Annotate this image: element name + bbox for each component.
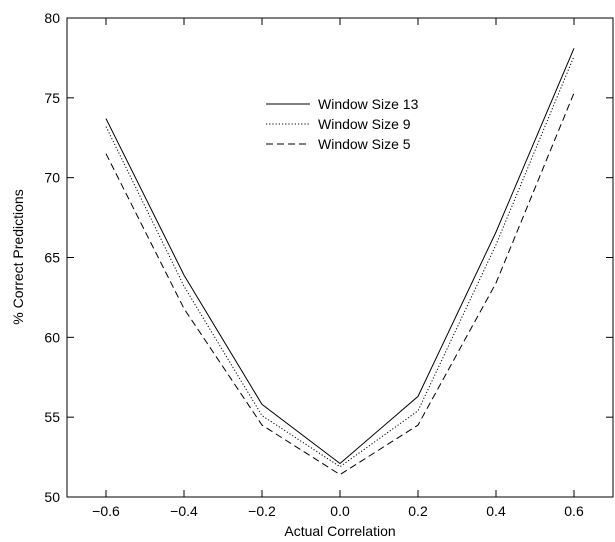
x-tick-label: −0.4: [170, 503, 198, 519]
legend-label: Window Size 13: [318, 96, 419, 112]
tick-labels: −0.6 −0.4 −0.2 0.0 0.2 0.4 0.6 50 55 60 65 70 75 80: [44, 10, 584, 519]
axis-ticks: [67, 17, 613, 498]
legend-label: Window Size 9: [318, 116, 411, 132]
x-tick-label: 0.4: [486, 503, 506, 519]
x-tick-label: −0.2: [248, 503, 276, 519]
x-tick-label: −0.6: [92, 503, 120, 519]
series-line: [105, 92, 575, 476]
series-lines: [105, 48, 575, 476]
y-tick-label: 75: [44, 90, 60, 106]
y-tick-label: 70: [44, 170, 60, 186]
x-tick-label: 0.2: [408, 503, 428, 519]
x-axis-label: Actual Correlation: [284, 523, 395, 539]
plot-frame: [66, 17, 614, 498]
y-tick-label: 60: [44, 329, 60, 345]
legend-label: Window Size 5: [318, 136, 411, 152]
legend: Window Size 13 Window Size 9 Window Size 5: [266, 96, 419, 152]
series-line: [105, 56, 575, 468]
x-tick-label: 0.6: [564, 503, 584, 519]
y-tick-label: 50: [44, 489, 60, 505]
y-tick-label: 80: [44, 10, 60, 26]
series-line: [105, 48, 575, 465]
y-tick-label: 65: [44, 250, 60, 266]
y-axis-label: % Correct Predictions: [10, 189, 26, 324]
y-tick-label: 55: [44, 409, 60, 425]
x-tick-label: 0.0: [330, 503, 350, 519]
